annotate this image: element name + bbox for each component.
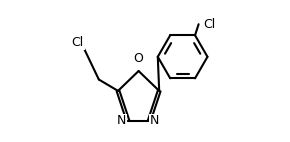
Text: Cl: Cl [72,36,84,49]
Text: Cl: Cl [203,18,215,31]
Text: O: O [134,52,144,65]
Text: N: N [117,114,126,127]
Text: N: N [150,114,159,127]
